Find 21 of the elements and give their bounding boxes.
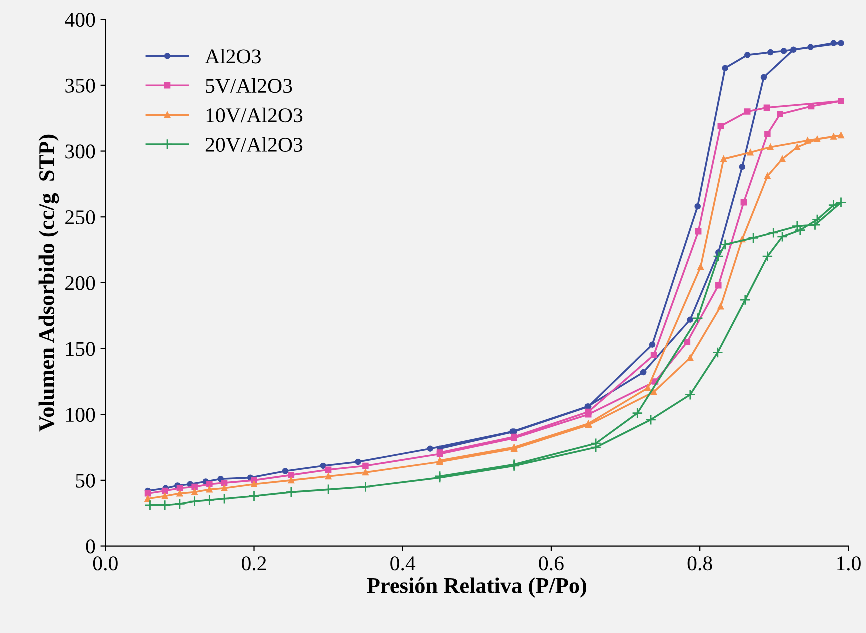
x-tick-label: 0.2 [242, 556, 266, 571]
y-tick-label: 150 [66, 342, 96, 356]
y-tick-label: 200 [66, 276, 96, 290]
legend-label: 20V/Al2O3 [206, 137, 303, 152]
y-tick-label: 100 [66, 408, 96, 422]
y-tick-label: 0 [86, 540, 96, 554]
x-tick-label: 0.0 [93, 556, 118, 571]
y-tick-label: 400 [65, 12, 96, 28]
x-tick-label: 0.8 [688, 556, 712, 571]
y-tick-label: 50 [76, 474, 96, 488]
y-tick-label: 250 [66, 210, 96, 225]
y-tick-label: 300 [66, 144, 96, 159]
y-tick-label: 350 [66, 78, 96, 93]
legend-label: Al2O3 [205, 49, 261, 64]
y-axis-title: Volumen Adsorbido (cc/g STP) [38, 134, 60, 432]
legend-label: 10V/Al2O3 [206, 108, 303, 123]
x-tick-label: 0.6 [539, 556, 564, 571]
x-tick-label: 1.0 [837, 556, 861, 571]
x-axis-title: Presión Relativa (P/Po) [367, 578, 586, 598]
x-tick-label: 0.4 [390, 556, 416, 571]
legend-label: 5V/Al2O3 [206, 78, 292, 94]
